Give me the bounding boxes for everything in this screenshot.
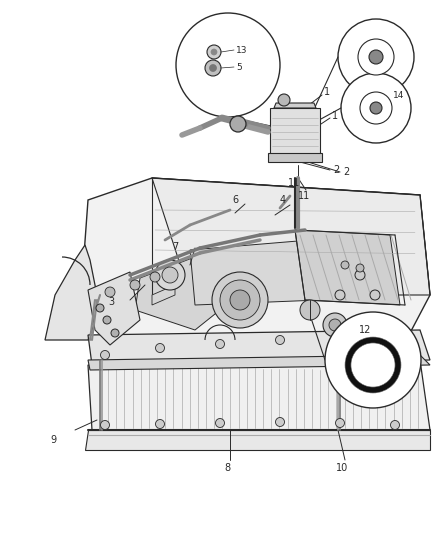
Circle shape: [335, 337, 344, 346]
Text: 9: 9: [50, 435, 56, 445]
Circle shape: [155, 260, 184, 290]
Polygon shape: [269, 108, 319, 155]
Polygon shape: [135, 255, 219, 330]
Polygon shape: [152, 178, 429, 295]
Text: 1: 1: [331, 111, 337, 121]
Text: 13: 13: [236, 45, 247, 54]
Circle shape: [369, 102, 381, 114]
Circle shape: [155, 343, 164, 352]
Text: 10: 10: [335, 463, 347, 473]
Circle shape: [322, 313, 346, 337]
Polygon shape: [45, 245, 100, 340]
Circle shape: [103, 316, 111, 324]
Circle shape: [334, 290, 344, 300]
Circle shape: [390, 421, 399, 430]
Circle shape: [211, 49, 216, 55]
Circle shape: [130, 280, 140, 290]
Text: 1: 1: [323, 87, 329, 97]
Circle shape: [215, 418, 224, 427]
Circle shape: [335, 418, 344, 427]
Circle shape: [155, 419, 164, 429]
Text: 4: 4: [279, 195, 286, 205]
Polygon shape: [85, 430, 429, 450]
Text: 2: 2: [332, 165, 339, 175]
Circle shape: [340, 261, 348, 269]
Text: 14: 14: [392, 91, 403, 100]
Circle shape: [277, 94, 290, 106]
Circle shape: [105, 287, 115, 297]
Circle shape: [368, 50, 382, 64]
Text: 5: 5: [236, 62, 241, 71]
Circle shape: [212, 272, 267, 328]
Circle shape: [209, 64, 216, 71]
Circle shape: [299, 300, 319, 320]
Text: 11: 11: [297, 191, 310, 201]
Polygon shape: [190, 240, 319, 305]
Text: 3: 3: [108, 297, 114, 307]
Circle shape: [176, 13, 279, 117]
Text: 12: 12: [358, 325, 371, 335]
Circle shape: [337, 19, 413, 95]
Polygon shape: [294, 230, 399, 305]
Circle shape: [207, 45, 220, 59]
Circle shape: [357, 39, 393, 75]
Circle shape: [355, 264, 363, 272]
Polygon shape: [80, 178, 429, 395]
Circle shape: [111, 329, 119, 337]
Circle shape: [340, 73, 410, 143]
Circle shape: [359, 92, 391, 124]
Circle shape: [162, 267, 177, 283]
Circle shape: [328, 319, 340, 331]
Polygon shape: [88, 360, 429, 430]
Text: 11: 11: [287, 178, 300, 188]
Circle shape: [369, 290, 379, 300]
Circle shape: [96, 304, 104, 312]
Circle shape: [100, 351, 109, 359]
Circle shape: [215, 340, 224, 349]
Text: 7: 7: [172, 242, 178, 252]
Circle shape: [150, 272, 159, 282]
Circle shape: [390, 343, 399, 352]
Circle shape: [354, 270, 364, 280]
Circle shape: [219, 280, 259, 320]
Text: 8: 8: [223, 463, 230, 473]
Circle shape: [275, 417, 284, 426]
Polygon shape: [267, 153, 321, 162]
Circle shape: [275, 335, 284, 344]
Circle shape: [230, 116, 245, 132]
Polygon shape: [273, 103, 315, 108]
Polygon shape: [152, 285, 175, 305]
Circle shape: [100, 421, 109, 430]
Polygon shape: [88, 272, 140, 345]
Circle shape: [324, 312, 420, 408]
Text: 2: 2: [342, 167, 349, 177]
Circle shape: [205, 60, 220, 76]
Text: 6: 6: [231, 195, 237, 205]
Polygon shape: [88, 330, 429, 365]
Circle shape: [230, 290, 249, 310]
Polygon shape: [88, 355, 429, 370]
